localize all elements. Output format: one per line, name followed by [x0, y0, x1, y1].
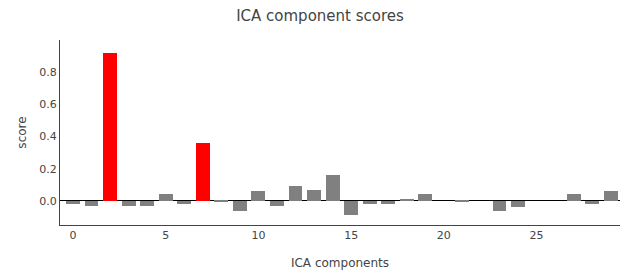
svg-text:25: 25: [530, 229, 544, 242]
svg-text:5: 5: [162, 229, 169, 242]
svg-text:10: 10: [251, 229, 265, 242]
svg-text:0.0: 0.0: [39, 195, 57, 208]
svg-text:ICA component scores: ICA component scores: [236, 7, 404, 25]
svg-text:0.2: 0.2: [39, 163, 57, 176]
svg-text:ICA components: ICA components: [291, 256, 389, 270]
svg-text:15: 15: [344, 229, 358, 242]
svg-text:0: 0: [69, 229, 76, 242]
svg-text:0.6: 0.6: [39, 98, 57, 111]
svg-text:score: score: [15, 116, 29, 148]
svg-text:0.8: 0.8: [39, 66, 57, 79]
svg-text:0.4: 0.4: [39, 130, 57, 143]
svg-text:20: 20: [437, 229, 451, 242]
